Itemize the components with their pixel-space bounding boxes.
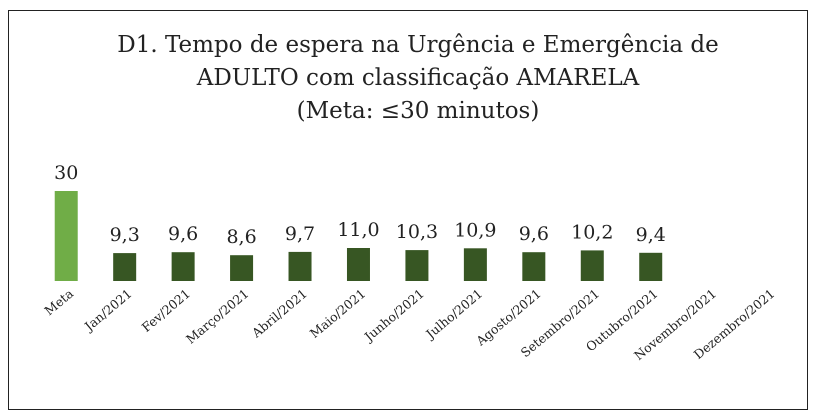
bar: [639, 252, 663, 281]
data-label: 9,4: [636, 224, 666, 246]
bar: [346, 248, 370, 281]
bar: [522, 252, 546, 281]
bar: [113, 253, 137, 281]
data-label: 9,6: [519, 223, 549, 245]
bar: [54, 191, 78, 281]
bar: [171, 252, 195, 281]
data-label: 10,9: [454, 219, 496, 241]
data-label: 10,3: [396, 221, 438, 243]
bar: [463, 248, 487, 281]
chart-title: (Meta: ≤30 minutos): [297, 98, 540, 124]
data-label: 11,0: [337, 219, 379, 241]
data-label: 9,7: [285, 223, 315, 245]
data-label: 9,6: [168, 223, 198, 245]
bar: [288, 251, 312, 281]
bar: [230, 255, 254, 281]
chart-title: ADULTO com classificação AMARELA: [196, 65, 640, 91]
bar: [580, 250, 604, 281]
chart-title: D1. Tempo de espera na Urgência e Emergê…: [117, 32, 718, 58]
data-label: 30: [54, 162, 78, 184]
data-label: 10,2: [571, 221, 613, 243]
chart-frame: [8, 10, 808, 410]
bar: [405, 250, 429, 281]
data-label: 8,6: [226, 226, 256, 248]
data-label: 9,3: [110, 224, 140, 246]
